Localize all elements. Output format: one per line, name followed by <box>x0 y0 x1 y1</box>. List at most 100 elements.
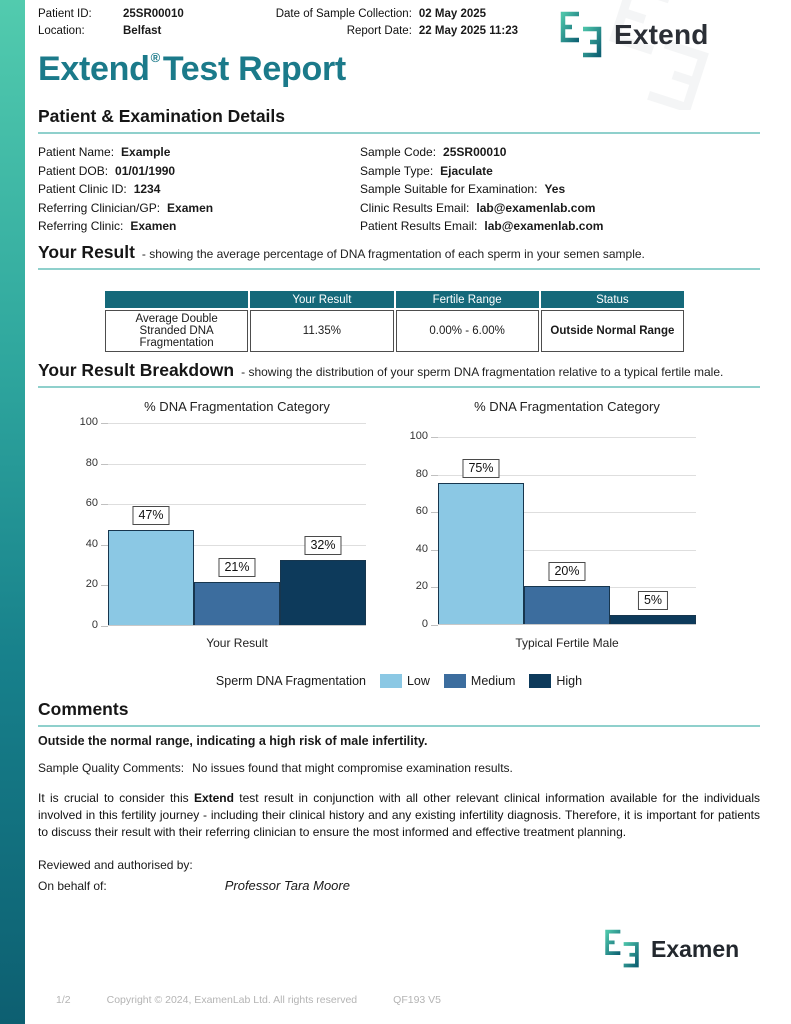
your-result-heading-row: Your Result - showing the average percen… <box>38 242 760 263</box>
legend-swatch-high <box>529 674 552 688</box>
legend-swatch-low <box>379 674 402 688</box>
detail-row: Patient Results Email: lab@examenlab.com <box>360 219 604 233</box>
header-cell-status: Status <box>540 291 684 308</box>
y-tick-mark <box>431 587 438 589</box>
chart-your-result: % DNA Fragmentation Category 0 20 40 60 80 10… <box>68 395 390 650</box>
header-meta: Patient ID: 25SR00010 Location: Belfast … <box>38 6 518 39</box>
fertile-range-cell: 0.00% - 6.00% <box>395 310 539 352</box>
metric-cell: Average Double Stranded DNA Fragmentatio… <box>105 310 249 352</box>
bar-value-label: 20% <box>548 562 586 582</box>
sample-quality-label: Sample Quality Comments: <box>38 761 185 775</box>
legend-title: Sperm DNA Fragmentation <box>215 674 366 688</box>
y-tick-mark <box>431 437 438 438</box>
bar-value-label: 5% <box>637 590 669 610</box>
y-tick-label: 0 <box>421 618 428 630</box>
comments-section: Comments Outside the normal range, indic… <box>38 699 760 893</box>
patient-details-columns: Patient Name: Example Patient DOB: 01/01/1… <box>38 143 760 236</box>
patient-details-left: Patient Name: Example Patient DOB: 01/01/1… <box>38 143 360 236</box>
x-axis-label: Your Result <box>206 636 268 650</box>
y-tick-label: 100 <box>409 430 428 442</box>
page-title: Extend®Test Report <box>38 50 346 89</box>
comments-heading: Comments <box>38 699 129 719</box>
section-divider <box>38 132 760 134</box>
gridline <box>438 549 696 551</box>
y-tick-label: 80 <box>85 456 98 469</box>
y-tick-label: 80 <box>415 467 428 480</box>
y-tick-mark <box>101 585 108 587</box>
examen-logo-wordmark: Examen <box>651 935 740 962</box>
left-gradient-bar <box>0 0 25 1024</box>
reviewed-label: Reviewed and authorised by: <box>38 858 193 872</box>
patient-details-right: Sample Code: 25SR00010 Sample Type: Ejacul… <box>360 143 760 236</box>
y-tick-label: 20 <box>85 578 98 591</box>
patient-details-section: Patient & Examination Details Patient Na… <box>38 106 760 236</box>
legend-swatch-medium <box>443 674 466 688</box>
legend-label-low: Low <box>406 674 430 688</box>
result-breakdown-section: Your Result Breakdown - showing the dist… <box>38 360 760 388</box>
location-value: Belfast <box>123 24 162 37</box>
bar-value-label: 75% <box>462 459 500 478</box>
chart-plot-area: 0 20 40 60 80 100 47% 21% 32% <box>80 416 366 631</box>
report-date-value: 22 May 2025 11:23 <box>418 24 518 37</box>
legend-entry-high: High <box>529 674 582 688</box>
patient-id-label: Patient ID: <box>38 8 92 20</box>
sample-quality-value: No issues found that might compromise ex… <box>192 761 513 775</box>
y-tick-mark <box>101 626 108 627</box>
your-result-subtitle: - showing the average percentage of DNA … <box>141 247 645 261</box>
bar-medium <box>194 582 280 625</box>
detail-row: Sample Type: Ejaculate <box>360 163 493 178</box>
report-date-label: Report Date: <box>346 24 412 37</box>
detail-row: Sample Suitable for Examination: Yes <box>360 182 566 196</box>
bar-high <box>610 614 696 624</box>
extend-logo-watermark <box>608 0 709 110</box>
your-result-heading: Your Result <box>38 242 135 262</box>
result-table-header-row: Your Result Fertile Range Status <box>105 291 684 308</box>
bar-value-label: 32% <box>304 536 342 556</box>
patient-details-heading: Patient & Examination Details <box>38 106 286 126</box>
section-divider <box>38 725 760 727</box>
on-behalf-label: On behalf of: <box>38 879 107 893</box>
detail-row: Patient Name: Example <box>38 145 171 159</box>
authoriser-signature: Professor Tara Moore <box>224 878 350 893</box>
chart-title: % DNA Fragmentation Category <box>474 399 660 414</box>
header-meta-left: Patient ID: 25SR00010 Location: Belfast <box>38 6 184 39</box>
y-tick-label: 0 <box>91 619 98 631</box>
header-cell-your-result: Your Result <box>250 291 394 308</box>
detail-row: Patient Clinic ID: 1234 <box>38 182 161 196</box>
detail-row: Patient DOB: 01/01/1990 <box>38 163 176 178</box>
legend-label-medium: Medium <box>470 674 516 688</box>
copyright-text: Copyright © 2024, ExamenLab Ltd. All rig… <box>106 994 358 1006</box>
chart-legend: Sperm DNA Fragmentation Low Medium High <box>38 674 760 688</box>
y-tick-mark <box>101 463 108 465</box>
gridline <box>108 423 366 424</box>
section-divider <box>38 268 760 270</box>
y-tick-mark <box>431 474 438 476</box>
patient-id-value: 25SR00010 <box>123 8 184 20</box>
breakdown-heading: Your Result Breakdown <box>38 360 235 380</box>
page-number: 1/2 <box>56 994 71 1006</box>
detail-row: Clinic Results Email: lab@examenlab.com <box>360 200 596 215</box>
result-table: Your Result Fertile Range Status Average… <box>103 289 686 354</box>
your-result-cell: 11.35% <box>250 310 394 352</box>
report-content: Patient ID: 25SR00010 Location: Belfast … <box>38 0 760 1024</box>
bar-low <box>438 483 524 624</box>
gridline <box>438 512 696 514</box>
extend-logo-icon <box>560 11 602 58</box>
gridline <box>438 474 696 476</box>
y-tick-mark <box>101 423 108 424</box>
y-tick-mark <box>431 512 438 514</box>
legend-label-high: High <box>556 674 583 688</box>
y-tick-label: 100 <box>79 416 98 428</box>
advice-paragraph: It is crucial to consider this Extend te… <box>38 791 760 839</box>
brand-inline: Extend <box>193 791 234 805</box>
bar-high <box>280 560 366 625</box>
y-tick-label: 60 <box>415 505 428 518</box>
y-tick-mark <box>431 625 438 626</box>
section-divider <box>38 386 760 388</box>
y-tick-label: 40 <box>415 542 428 555</box>
legend-entry-low: Low <box>379 674 430 688</box>
detail-row: Referring Clinic: Examen <box>38 219 177 233</box>
x-axis-label: Typical Fertile Male <box>515 636 619 650</box>
extend-logo-wordmark: Extend <box>614 19 709 50</box>
header-cell-fertile-range: Fertile Range <box>395 291 539 308</box>
